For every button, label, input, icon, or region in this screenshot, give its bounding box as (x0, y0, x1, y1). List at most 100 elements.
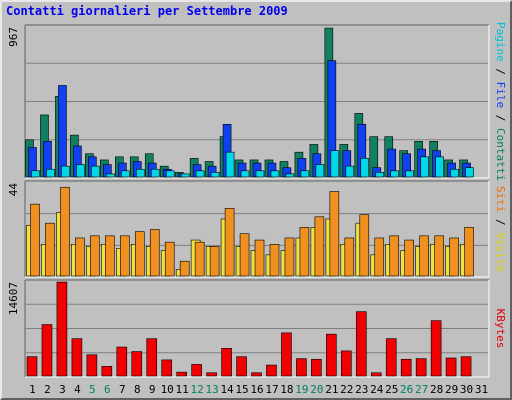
x-tick-label: 26 (400, 383, 413, 396)
bar-siti-5 (90, 235, 100, 277)
bar-kbytes-11 (176, 371, 187, 377)
x-tick-label: 31 (475, 383, 488, 396)
bar-siti-26 (404, 239, 414, 277)
bar-kbytes-2 (41, 324, 53, 377)
x-tick-label: 13 (205, 383, 218, 396)
bar-kbytes-9 (146, 338, 158, 377)
bar-pagine-18 (285, 173, 295, 178)
bar-pagine-22 (345, 165, 355, 178)
bar-kbytes-8 (131, 351, 143, 377)
bar-siti-3 (60, 186, 70, 277)
bar-kbytes-23 (355, 311, 367, 377)
bar-pagine-19 (300, 170, 310, 178)
bar-pagine-11 (180, 173, 190, 178)
bar-kbytes-3 (56, 281, 68, 377)
bar-kbytes-21 (326, 333, 337, 377)
x-tick-label: 1 (29, 383, 36, 396)
x-tick-label: 29 (445, 383, 458, 396)
bar-kbytes-25 (385, 338, 397, 377)
bar-siti-11 (179, 260, 190, 277)
bar-kbytes-4 (71, 338, 83, 377)
x-tick-label: 18 (280, 383, 293, 396)
x-tick-label: 16 (250, 383, 263, 396)
bar-pagine-13 (210, 172, 220, 178)
x-tick-label: 7 (119, 383, 126, 396)
x-tick-label: 5 (89, 383, 96, 396)
bar-kbytes-1 (26, 356, 38, 377)
bar-siti-23 (359, 214, 370, 277)
bar-siti-27 (419, 235, 429, 277)
bar-pagine-26 (405, 170, 414, 178)
bar-pagine-5 (91, 165, 100, 178)
bar-kbytes-28 (430, 320, 442, 377)
bar-pagine-21 (330, 150, 340, 178)
bar-kbytes-12 (191, 364, 202, 377)
bar-file-3 (58, 85, 67, 178)
bar-siti-18 (284, 237, 295, 277)
x-tick-label: 12 (191, 383, 204, 396)
bar-kbytes-19 (296, 358, 307, 377)
x-tick-label: 21 (325, 383, 338, 396)
bar-pagine-17 (270, 170, 280, 178)
bar-pagine-9 (150, 168, 160, 178)
bar-siti-19 (299, 227, 310, 277)
bar-kbytes-26 (400, 358, 412, 377)
bar-kbytes-22 (341, 350, 352, 377)
x-tick-label: 10 (161, 383, 174, 396)
bar-siti-6 (105, 235, 115, 277)
bar-kbytes-13 (206, 372, 217, 377)
bar-pagine-7 (121, 170, 130, 178)
bar-siti-28 (434, 235, 444, 277)
x-tick-label: 24 (370, 383, 384, 396)
y-max-label: 44 (7, 183, 20, 197)
x-tick-label: 3 (59, 383, 66, 396)
x-tick-label: 19 (295, 383, 308, 396)
bar-siti-14 (224, 208, 235, 277)
bar-kbytes-17 (266, 364, 277, 377)
bar-siti-10 (164, 241, 175, 277)
bar-pagine-20 (315, 164, 325, 178)
bar-siti-13 (209, 246, 220, 277)
x-tick-label: 6 (104, 383, 111, 396)
bar-kbytes-16 (251, 372, 262, 377)
bar-kbytes-5 (86, 354, 98, 377)
series-label: KBytes (494, 309, 507, 349)
bar-pagine-1 (31, 170, 40, 178)
bar-pagine-27 (420, 156, 429, 178)
x-tick-label: 4 (74, 383, 81, 396)
bar-kbytes-18 (281, 332, 292, 377)
bar-pagine-23 (360, 158, 370, 178)
bar-kbytes-10 (161, 359, 173, 377)
bar-siti-4 (75, 237, 85, 277)
bar-kbytes-6 (101, 366, 113, 377)
bar-pagine-24 (375, 172, 385, 178)
bar-pagine-4 (76, 164, 85, 178)
x-tick-label: 20 (310, 383, 323, 396)
bar-pagine-10 (165, 170, 175, 178)
x-tick-label: 9 (149, 383, 156, 396)
bar-pagine-2 (46, 168, 55, 178)
x-tick-label: 30 (460, 383, 473, 396)
chart-title: Contatti giornalieri per Settembre 2009 (6, 4, 288, 18)
bar-kbytes-27 (415, 358, 427, 377)
bar-kbytes-15 (236, 356, 247, 377)
bar-siti-24 (374, 237, 385, 277)
x-tick-label: 14 (220, 383, 234, 396)
bar-siti-9 (149, 229, 160, 277)
bar-siti-22 (344, 237, 355, 277)
bar-siti-16 (254, 239, 265, 277)
x-tick-label: 2 (44, 383, 51, 396)
bar-kbytes-20 (311, 358, 322, 377)
bar-pagine-12 (195, 170, 205, 178)
y-max-label: 967 (7, 27, 20, 47)
bar-pagine-3 (61, 165, 70, 178)
bar-pagine-6 (106, 173, 115, 178)
bar-pagine-16 (255, 170, 265, 178)
bar-siti-2 (45, 222, 55, 277)
bar-siti-21 (329, 191, 340, 277)
x-tick-label: 11 (176, 383, 189, 396)
bar-siti-29 (449, 237, 459, 277)
bar-pagine-14 (225, 151, 235, 178)
x-tick-label: 27 (415, 383, 428, 396)
